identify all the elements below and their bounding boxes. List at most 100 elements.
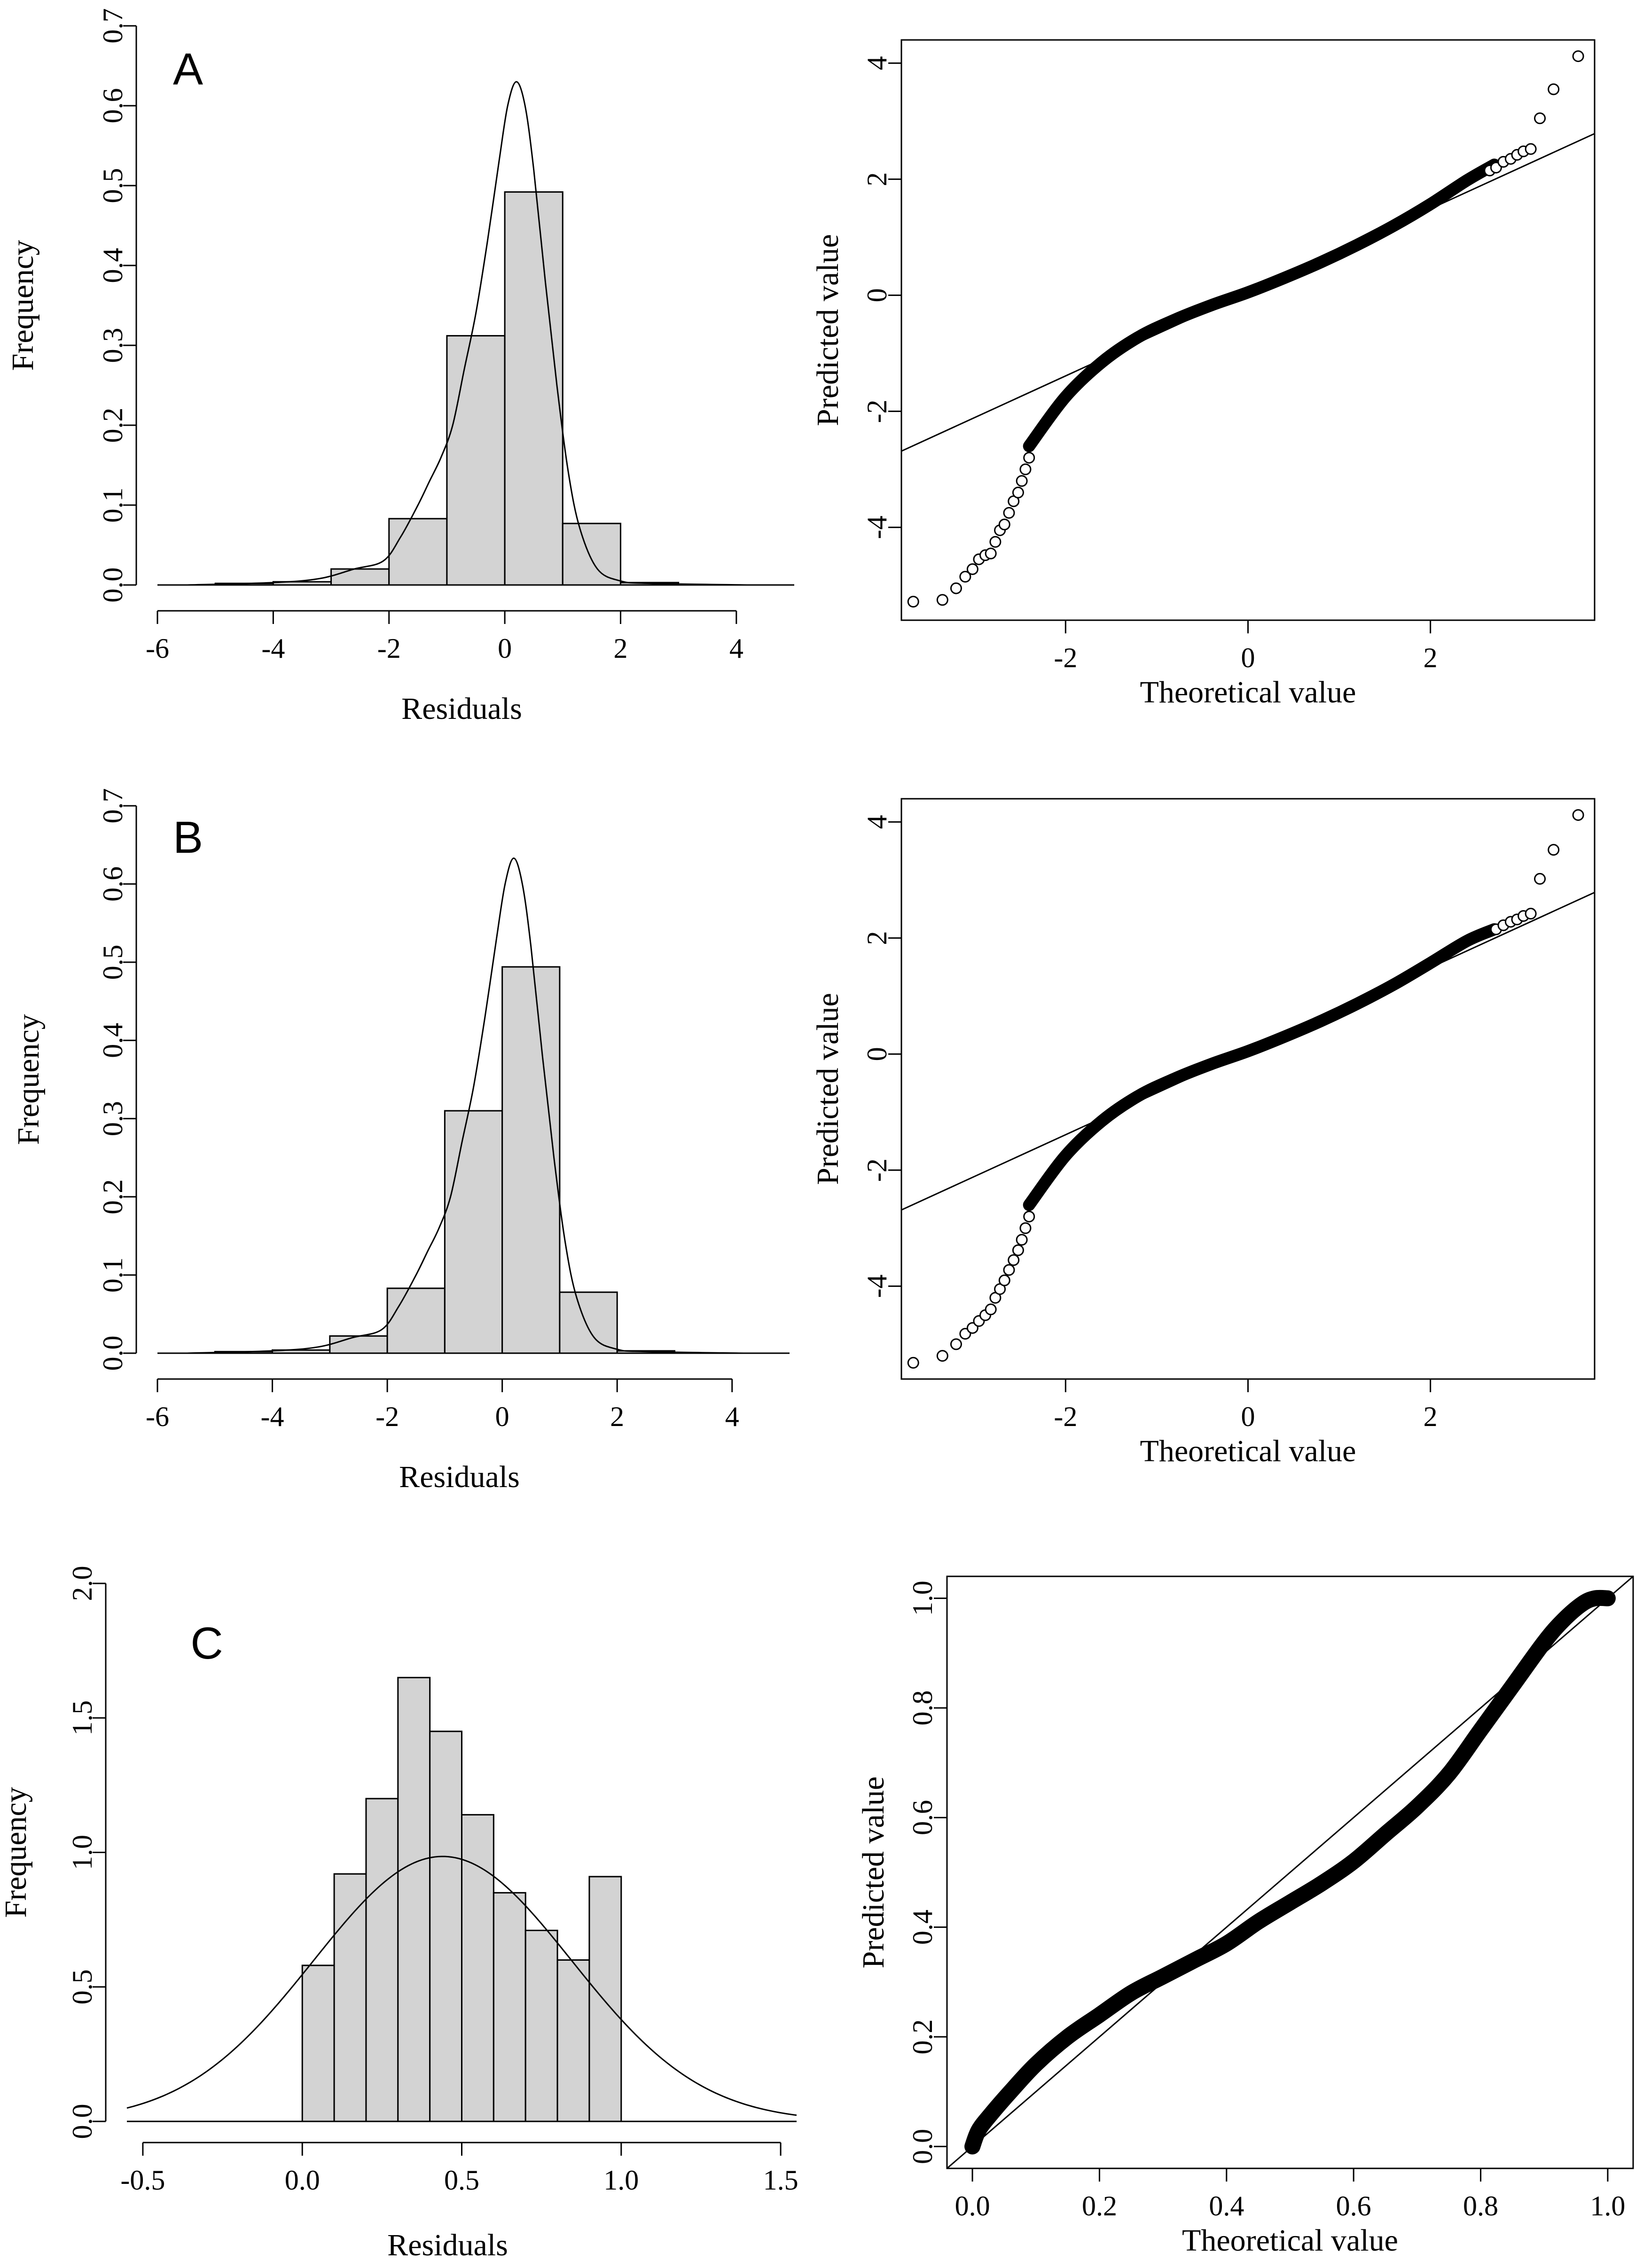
histogram-bar	[429, 1730, 463, 2122]
qq-point	[936, 594, 948, 606]
y-tick-label: 0.5	[97, 168, 128, 203]
qq-point	[1548, 83, 1560, 95]
density-curve	[186, 81, 748, 586]
histogram-bar	[397, 1676, 431, 2122]
y-tick-label: 0.6	[97, 866, 128, 902]
qq-point	[1525, 908, 1537, 920]
x-tick-label: 0.0	[955, 2190, 990, 2221]
histogram-bar	[333, 1873, 367, 2122]
qq-point	[1525, 143, 1537, 155]
x-tick-label: 0.6	[1336, 2190, 1371, 2221]
chart-panel-3: 0.0 0.1 0.2 0.3 0.4 0.5 0.6 0.7 -6 -4 -2 0 2 4 Residua…	[11, 788, 790, 1494]
x-axis-label: Theoretical value	[1182, 2223, 1398, 2258]
y-tick-label: 0.0	[97, 1336, 128, 1371]
plot-frame	[900, 39, 1596, 621]
y-tick-label: 0.7	[97, 788, 128, 824]
qq-point	[1548, 844, 1560, 856]
y-tick-label: 2	[861, 172, 892, 186]
x-tick-label: 0.5	[444, 2165, 479, 2196]
x-tick-label: -2	[1054, 642, 1077, 673]
y-axis-label: Frequency	[0, 1787, 33, 1918]
qq-point	[1016, 1234, 1028, 1246]
x-axis-label: Theoretical value	[1140, 675, 1356, 709]
panel-label: A	[173, 44, 203, 94]
x-tick-label: 1.5	[763, 2165, 798, 2196]
y-axis-label: Predicted value	[811, 234, 845, 426]
x-tick-label: -4	[261, 1401, 284, 1432]
x-tick-label: -2	[376, 1401, 399, 1432]
y-tick-label: 2.0	[67, 1566, 98, 1601]
y-tick-label: 1.0	[907, 1581, 938, 1616]
x-tick-label: 0.8	[1463, 2190, 1498, 2221]
y-tick-label: 0.3	[97, 328, 128, 363]
qq-point	[1016, 475, 1028, 487]
x-tick-label: -0.5	[120, 2165, 165, 2196]
histogram-bar	[562, 522, 621, 586]
x-tick-label: 0.0	[285, 2165, 320, 2196]
qq-point	[985, 1303, 997, 1316]
y-tick-label: 0.1	[97, 488, 128, 523]
histogram-bar	[301, 1964, 335, 2122]
histogram-bar	[446, 335, 506, 586]
chart-panel-4: -4 -2 0 2 4 -2 0 2 Theoretical value Predicted va…	[811, 798, 1596, 1468]
x-tick-label: -2	[377, 633, 401, 664]
y-axis-label: Predicted value	[811, 993, 845, 1185]
x-tick-label: 2	[613, 633, 627, 664]
x-tick-label: -4	[261, 633, 285, 664]
y-tick-label: 0.5	[97, 944, 128, 980]
y-tick-label: 0.2	[907, 2019, 938, 2055]
y-tick-label: 1.0	[67, 1835, 98, 1870]
histogram-bar	[386, 1287, 446, 1354]
qq-point	[907, 595, 919, 608]
histogram-bar	[388, 518, 448, 586]
qq-point	[1023, 452, 1035, 464]
qq-point	[1012, 486, 1024, 499]
x-axis-label: Residuals	[399, 1460, 520, 1494]
qq-point	[966, 563, 978, 575]
qq-point	[936, 1350, 948, 1362]
y-tick-label: -2	[861, 399, 892, 423]
y-tick-label: -4	[861, 1274, 892, 1298]
x-tick-label: -6	[146, 633, 169, 664]
y-tick-label: 4	[861, 815, 892, 829]
x-tick-label: 0.4	[1209, 2190, 1244, 2221]
qq-point	[950, 1338, 962, 1350]
y-tick-label: 4	[861, 56, 892, 70]
qq-point	[1572, 809, 1584, 821]
qq-point	[1019, 463, 1032, 475]
y-axis-label: Predicted value	[856, 1777, 891, 1969]
qq-point	[989, 536, 1002, 548]
histogram-bar	[588, 1876, 622, 2122]
qq-point	[1003, 1264, 1015, 1276]
histogram-bar	[556, 1959, 590, 2122]
density-curve	[186, 857, 744, 1354]
y-tick-label: 0.7	[97, 8, 128, 44]
y-tick-label: 0	[861, 288, 892, 302]
x-tick-label: 1.0	[1590, 2190, 1625, 2221]
chart-panel-1: 0.0 0.1 0.2 0.3 0.4 0.5 0.6 0.7 -6 -4 -2 0 2 4 Residua…	[6, 8, 794, 726]
y-tick-label: 0.5	[67, 1969, 98, 2004]
qq-point	[985, 547, 997, 560]
qq-point	[1534, 873, 1546, 885]
chart-panel-2: -4 -2 0 2 4 -2 0 2 Theoretical value Predicted va…	[811, 39, 1596, 709]
qq-point	[1534, 112, 1546, 125]
density-curve	[126, 1855, 797, 2116]
x-tick-label: -2	[1054, 1401, 1077, 1432]
x-axis-label: Residuals	[401, 692, 522, 726]
y-tick-label: 0.6	[907, 1800, 938, 1835]
y-tick-label: 0.4	[97, 1023, 128, 1058]
qq-point	[907, 1356, 919, 1369]
histogram-bar	[330, 568, 390, 586]
x-tick-label: 4	[729, 633, 743, 664]
qq-point	[1023, 1210, 1035, 1223]
y-tick-label: 0.1	[97, 1257, 128, 1293]
y-tick-label: 0.2	[97, 1179, 128, 1215]
histogram-bar	[444, 1110, 503, 1354]
y-tick-label: 2	[861, 931, 892, 945]
x-tick-label: 2	[610, 1401, 624, 1432]
x-tick-label: 1.0	[603, 2165, 639, 2196]
plot-frame	[946, 1575, 1634, 2169]
y-tick-label: -4	[861, 515, 892, 539]
plot-frame	[900, 798, 1596, 1380]
